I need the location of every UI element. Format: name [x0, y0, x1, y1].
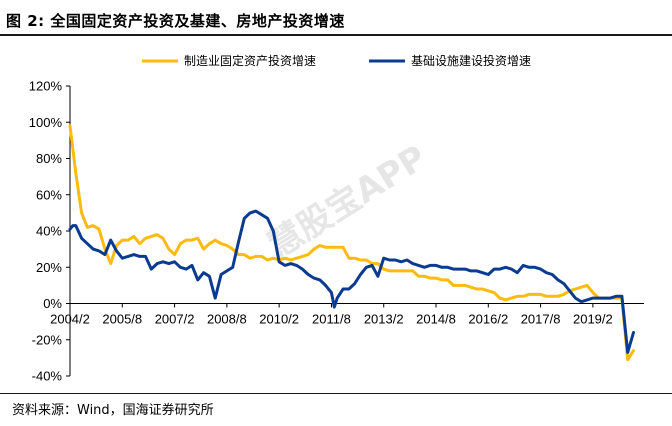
x-tick-label: 2004/2: [50, 312, 90, 327]
y-tick-label: -20%: [32, 332, 63, 347]
legend-label-infrastructure: 基础设施建设投资增速: [411, 53, 531, 68]
legend-label-manufacturing: 制造业固定资产投资增速: [184, 53, 316, 68]
title-bar: 图 2: 全国固定资产投资及基建、房地产投资增速: [0, 0, 672, 40]
y-tick-label: 60%: [36, 187, 62, 202]
x-tick-label: 2005/8: [102, 312, 142, 327]
x-tick-label: 2007/2: [155, 312, 195, 327]
footer-divider: [0, 393, 672, 394]
x-tick-label: 2011/8: [312, 312, 351, 327]
y-tick-label: 0%: [43, 296, 62, 311]
manufacturing-series-line: [68, 124, 635, 362]
y-tick-label: 20%: [36, 260, 62, 275]
x-tick-label: 2013/2: [364, 312, 404, 327]
y-tick-label: 120%: [29, 79, 63, 94]
watermark: 慧股宝APP: [261, 138, 433, 266]
figure-title: 图 2: 全国固定资产投资及基建、房地产投资增速: [6, 12, 345, 30]
x-tick-label: 2014/8: [416, 312, 456, 327]
y-tick-label: 80%: [36, 151, 62, 166]
source-note: 资料来源：Wind，国海证券研究所: [12, 403, 214, 418]
x-tick-label: 2010/2: [259, 312, 299, 327]
y-tick-label: 100%: [29, 115, 63, 130]
x-axis: 2004/2 2005/8 2007/2 2008/8 2010/2 2011/8 2013…: [50, 303, 644, 327]
x-tick-label: 2017/8: [521, 312, 561, 327]
chart-legend: 制造业固定资产投资增速 基础设施建设投资增速: [142, 53, 531, 68]
x-tick-label: 2016/2: [468, 312, 508, 327]
x-tick-label: 2008/8: [207, 312, 247, 327]
y-tick-label: 40%: [36, 224, 62, 239]
x-tick-label: 2019/2: [573, 312, 613, 327]
y-tick-label: -40%: [32, 369, 63, 384]
title-divider: [0, 34, 672, 36]
infrastructure-series-line: [68, 209, 635, 354]
y-axis: 120% 100% 80% 60% 40% 20% 0% -20% -40%: [29, 79, 71, 384]
series-layer: [68, 124, 635, 362]
